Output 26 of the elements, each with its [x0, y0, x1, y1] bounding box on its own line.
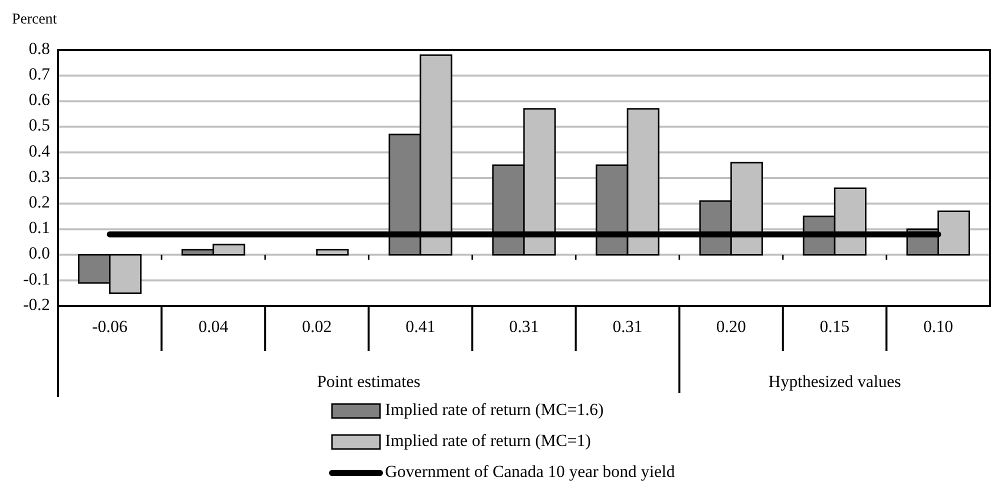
- y-tick-label: 0.2: [28, 192, 50, 212]
- y-tick-label: 0.4: [28, 141, 50, 160]
- text: Hypthesized values: [768, 372, 901, 391]
- y-tick-label: 0.8: [28, 38, 50, 58]
- legend-label: Implied rate of return (MC=1): [385, 430, 591, 450]
- x-tick-label: -0.06: [92, 316, 128, 336]
- x-tick-label: 0.20: [716, 316, 746, 336]
- y-tick-label: -0.2: [23, 294, 50, 314]
- x-tick-label: 0.41: [406, 316, 436, 336]
- y-tick-label: 0.5: [28, 116, 50, 135]
- text: Point estimates: [316, 372, 420, 391]
- y-axis-title: Percent: [12, 11, 58, 28]
- x-tick-label: 0.02: [302, 316, 332, 336]
- y-tick-label: -0.1: [23, 269, 50, 288]
- legend-label: Implied rate of return (MC=1.6): [385, 400, 604, 419]
- y-tick-label: 0.7: [28, 64, 50, 84]
- x-tick-label: 0.10: [923, 316, 954, 336]
- x-tick-label: 0.15: [820, 316, 850, 336]
- x-tick-label: 0.31: [509, 316, 539, 336]
- y-tick-label: 0.0: [28, 244, 50, 263]
- x-tick-label: 0.04: [198, 316, 229, 336]
- legend-label: Government of Canada 10 year bond yield: [385, 462, 676, 481]
- y-tick-label: 0.6: [28, 90, 50, 110]
- y-tick-label: 0.3: [28, 166, 50, 186]
- x-tick-label: 0.31: [612, 316, 642, 336]
- y-tick-label: 0.1: [28, 218, 50, 238]
